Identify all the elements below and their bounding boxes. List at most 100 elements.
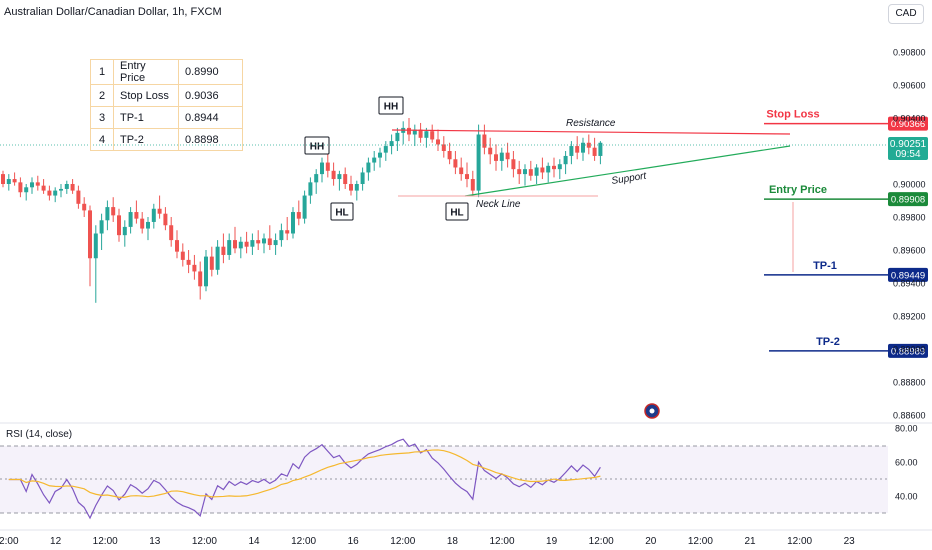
candle-body	[244, 241, 249, 247]
candle-body	[569, 146, 574, 156]
candle-body	[291, 212, 295, 234]
price-tick-label: 0.89000	[893, 345, 926, 355]
candle-body	[494, 154, 498, 161]
candle-body	[227, 240, 232, 255]
candle-body	[1, 174, 5, 184]
time-axis[interactable]: 12:00 12 12:00 13 12:00 14 12:00 16 12:00 18 12:00…	[0, 529, 932, 547]
price-axis[interactable]: 0.908000.906000.904000.902000.900000.898…	[893, 48, 926, 421]
candle-body	[273, 240, 278, 246]
row-label: TP-2	[113, 128, 179, 151]
candle-body	[412, 129, 417, 135]
candle-body	[18, 182, 23, 193]
level-price-badge	[888, 116, 928, 131]
candle-body	[581, 142, 585, 153]
candle-body	[592, 147, 597, 156]
candle-body	[389, 141, 394, 147]
flag-icon[interactable]	[644, 403, 660, 419]
candle-body	[285, 230, 290, 234]
candle-body	[209, 256, 214, 270]
swing-label-hl-1: HL	[330, 202, 354, 221]
swing-label-hl-2: HL	[445, 202, 469, 221]
candle-body	[59, 188, 63, 191]
rsi-ma-line	[8, 449, 601, 498]
candle-body	[296, 212, 301, 219]
candle-body	[546, 165, 551, 173]
candle-body	[76, 190, 81, 204]
current-price-countdown: 09:54	[895, 149, 920, 160]
row-label: Entry Price	[113, 59, 179, 85]
candle-body	[93, 233, 98, 259]
candle-body	[523, 169, 527, 175]
swing-label-hl-1-text: HL	[335, 208, 348, 219]
level-price-value: 0.90366	[891, 119, 925, 130]
resistance-label: Resistance	[566, 118, 616, 129]
candle-body	[499, 152, 504, 161]
candle-body	[331, 170, 336, 180]
time-tick-label: 12:00	[390, 536, 415, 547]
table-row: 3 TP-1 0.8944	[90, 106, 243, 129]
row-number: 1	[90, 59, 114, 85]
candle-body	[163, 213, 168, 226]
candle-body	[12, 179, 17, 183]
time-tick-label: 18	[447, 536, 459, 547]
candle-body	[105, 207, 110, 221]
price-tick-label: 0.89400	[893, 279, 926, 289]
neck-line-label: Neck Line	[476, 199, 521, 210]
time-tick-label: 13	[149, 536, 161, 547]
rsi-band	[0, 446, 888, 513]
candle-body	[598, 142, 603, 156]
support-line[interactable]	[464, 145, 791, 197]
candle-body	[552, 165, 556, 170]
price-tick-label: 0.89600	[893, 246, 926, 256]
candle-body	[134, 212, 139, 219]
swing-label-hl-2-text: HL	[450, 208, 463, 219]
swing-label-hh-1: HH	[378, 96, 404, 115]
candle-body	[238, 241, 243, 249]
level-price-value: 0.89449	[891, 270, 925, 281]
candle-body	[186, 259, 191, 265]
candle-body	[511, 159, 516, 170]
candle-body	[441, 144, 446, 151]
currency-button[interactable]: CAD	[888, 4, 924, 24]
time-tick-label: 12:00	[0, 536, 19, 547]
candle-body	[35, 182, 40, 186]
trade-levels[interactable]: Stop Loss 0.90366 Entry Price 0.89908 TP-1 0.…	[764, 109, 928, 358]
level-label: Stop Loss	[766, 109, 819, 121]
row-value: 0.9036	[178, 84, 243, 107]
candle-body	[262, 238, 266, 244]
candle-body	[343, 174, 348, 184]
candle-body	[279, 230, 284, 241]
table-row: 1 Entry Price 0.8990	[90, 59, 243, 85]
candle-body	[198, 271, 203, 287]
candle-body	[430, 131, 435, 140]
candle-body	[169, 225, 174, 241]
candle-body	[128, 212, 133, 227]
rsi-pane[interactable]: 80.00 60.00 40.00	[0, 422, 932, 520]
candle-body	[99, 220, 104, 234]
level-price-badge	[888, 267, 928, 282]
price-tick-label: 0.90600	[893, 81, 926, 91]
price-tick-label: 0.88600	[893, 411, 926, 421]
candle-body	[302, 195, 307, 219]
candle-body	[360, 172, 365, 184]
candle-body	[24, 187, 29, 193]
candle-body	[337, 174, 342, 180]
candle-body	[47, 190, 52, 196]
chart-drawings[interactable]: Resistance Support Neck Line HH HH HL HL	[304, 96, 794, 272]
level-price-value: 0.88989	[891, 346, 925, 357]
candle-body	[563, 155, 568, 165]
candle-body	[41, 185, 46, 191]
candle-body	[372, 157, 377, 163]
candle-body	[267, 238, 272, 246]
table-row: 4 TP-2 0.8898	[90, 128, 243, 151]
candle-body	[204, 256, 208, 287]
candle-body	[192, 264, 197, 272]
candle-body	[465, 174, 469, 180]
candle-body	[82, 203, 87, 211]
price-tick-label: 0.89800	[893, 213, 926, 223]
resistance-line[interactable]	[391, 129, 791, 135]
time-tick-label: 12:00	[787, 536, 812, 547]
time-tick-label: 12	[50, 536, 62, 547]
swing-label-hh-2: HH	[304, 136, 330, 155]
